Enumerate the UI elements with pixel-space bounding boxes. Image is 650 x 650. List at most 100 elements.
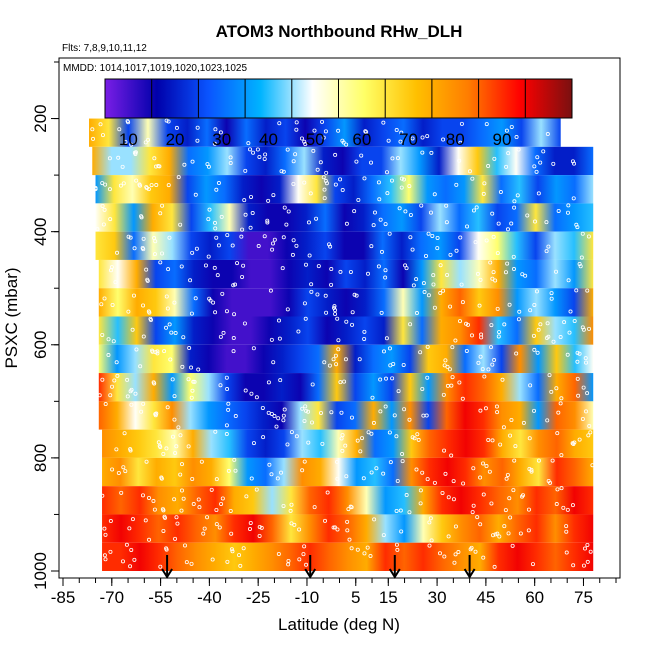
x-tick-label: 15 — [379, 588, 398, 607]
sample-dot — [138, 364, 143, 369]
sample-dot — [471, 466, 476, 471]
sample-dot — [128, 389, 133, 394]
sample-dot — [306, 220, 311, 225]
sample-dot — [338, 177, 343, 182]
sample-dot — [230, 549, 235, 554]
sample-dot — [510, 543, 515, 548]
sample-dot — [388, 363, 393, 368]
sample-dot — [496, 334, 501, 339]
sample-dot — [345, 519, 350, 524]
sample-dot — [454, 182, 459, 187]
sample-dot — [251, 441, 256, 446]
sample-dot — [231, 336, 236, 341]
sample-dot — [335, 316, 340, 321]
sample-dot — [581, 563, 586, 568]
y-axis: 200 400 600 800 1000 — [31, 61, 59, 590]
sample-dot — [133, 391, 138, 396]
y-axis-label: PSXC (mbar) — [2, 267, 21, 368]
sample-dot — [228, 155, 233, 160]
sample-dot — [102, 553, 107, 558]
sample-dot — [291, 159, 296, 164]
sample-dot — [555, 487, 560, 492]
sample-dot — [271, 360, 276, 365]
sample-dot — [471, 503, 476, 508]
sample-dot — [564, 550, 569, 555]
sample-dot — [212, 141, 217, 146]
sample-dot — [408, 322, 413, 327]
sample-dot — [289, 502, 294, 507]
sample-dot — [212, 220, 217, 225]
sample-dot — [224, 375, 229, 380]
sample-dot — [565, 507, 570, 512]
sample-dot — [254, 395, 259, 400]
sample-dot — [372, 517, 377, 522]
sample-dot — [304, 562, 309, 567]
sample-dot — [172, 417, 177, 422]
sample-dot — [390, 376, 395, 381]
sample-dot — [362, 336, 367, 341]
sample-dot — [284, 222, 289, 227]
sample-dot — [484, 238, 489, 243]
sample-dot — [509, 221, 514, 226]
sample-dot — [117, 127, 122, 132]
sample-dot — [193, 296, 198, 301]
sample-dot — [322, 360, 327, 365]
sample-dot — [535, 155, 540, 160]
sample-dot — [118, 183, 123, 188]
sample-dot — [584, 409, 589, 414]
sample-dot — [410, 247, 415, 252]
sample-dot — [577, 351, 582, 356]
sample-dot — [364, 129, 369, 134]
sample-dot — [416, 437, 421, 442]
sample-dot — [173, 331, 178, 336]
sample-dot — [586, 433, 591, 438]
sample-dot — [554, 269, 559, 274]
sample-dot — [392, 413, 397, 418]
sample-dot — [426, 293, 431, 298]
sample-dot — [572, 161, 577, 166]
sample-dot — [388, 460, 393, 465]
sample-dot — [146, 495, 151, 500]
sample-dot — [383, 268, 388, 273]
sample-dot — [446, 495, 451, 500]
sample-dot — [112, 378, 117, 383]
sample-dot — [120, 164, 125, 169]
sample-dot — [121, 181, 126, 186]
sample-dot — [525, 213, 530, 218]
sample-dot — [268, 288, 273, 293]
sample-dot — [97, 393, 102, 398]
sample-dot — [321, 175, 326, 180]
sample-dot — [294, 434, 299, 439]
sample-dot — [480, 367, 485, 372]
sample-dot — [425, 344, 430, 349]
sample-dot — [231, 349, 236, 354]
sample-dot — [160, 203, 165, 208]
sample-dot — [383, 275, 388, 280]
sample-dot — [492, 358, 497, 363]
sample-dot — [216, 181, 221, 186]
sample-dot — [242, 198, 247, 203]
sample-dot — [181, 496, 186, 501]
sample-dot — [189, 311, 194, 316]
sample-dot — [101, 222, 106, 227]
sample-dot — [130, 327, 135, 332]
sample-dot — [532, 302, 537, 307]
heatmap-strip — [98, 344, 594, 374]
sample-dot — [324, 181, 329, 186]
sample-dot — [582, 546, 587, 551]
sample-dot — [333, 311, 338, 316]
sample-dot — [239, 234, 244, 239]
sample-dot — [219, 501, 224, 506]
profile-arrow-head — [463, 568, 476, 579]
sample-dot — [179, 508, 184, 513]
sample-dot — [443, 358, 448, 363]
sample-dot — [230, 243, 235, 248]
sample-dot — [249, 391, 254, 396]
sample-dot — [468, 547, 473, 552]
sample-dot — [257, 533, 262, 538]
sample-dot — [447, 367, 452, 372]
sample-dot — [474, 205, 479, 210]
sample-dot — [545, 418, 550, 423]
sample-dot — [435, 246, 440, 251]
y-tick-label: 1000 — [31, 552, 50, 590]
